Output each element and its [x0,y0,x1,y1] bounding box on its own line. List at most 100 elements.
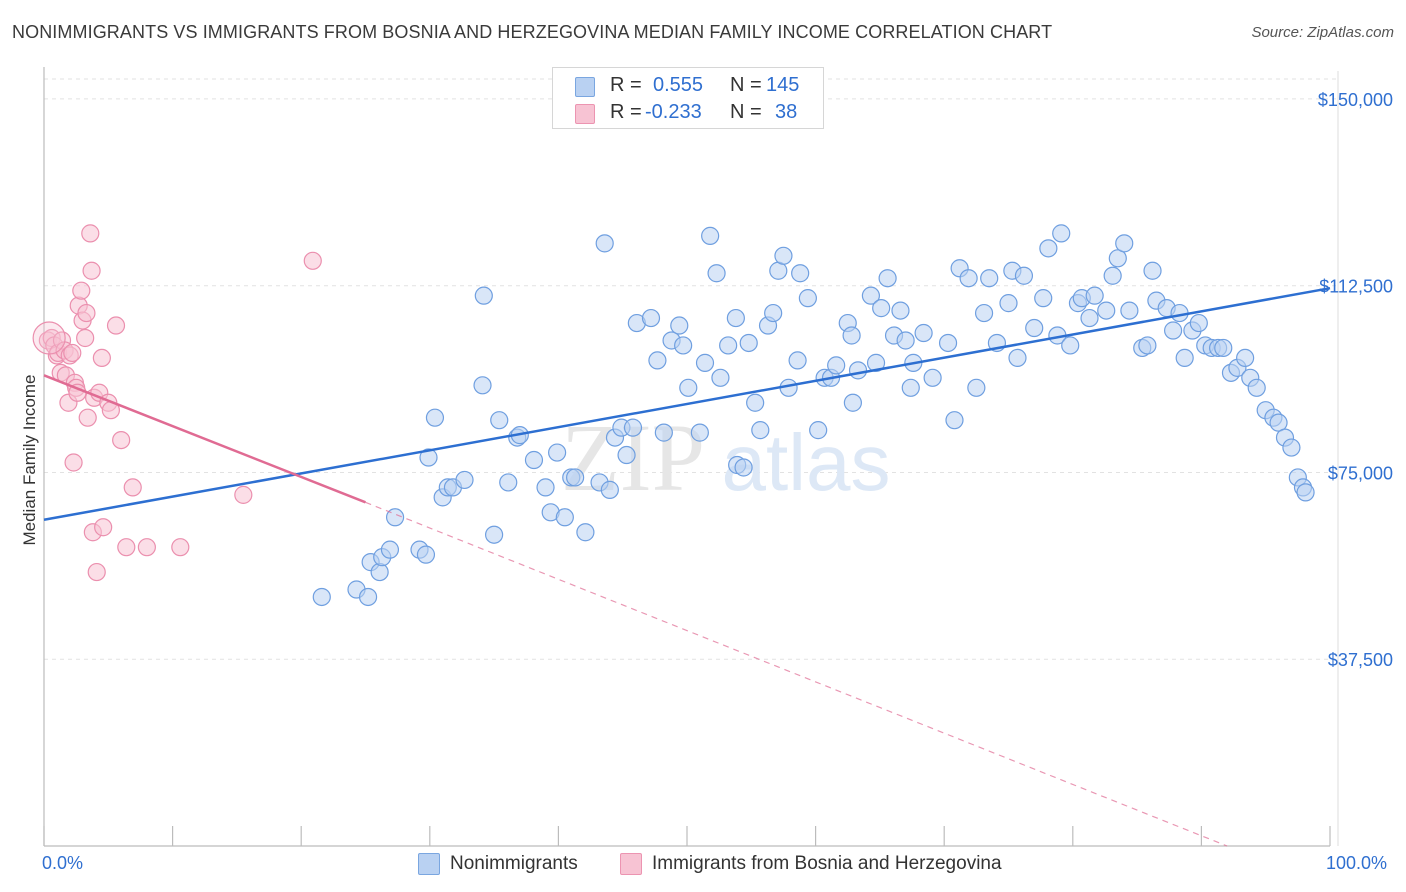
nonimmigrant-point [1138,336,1157,355]
nonimmigrant-point [842,326,861,345]
r-label: R = [610,74,642,96]
nonimmigrant-point [726,308,745,328]
nonimmigrant-point [623,418,643,437]
nonimmigrant-point [746,393,765,412]
immigrant-point [112,430,131,450]
nonimmigrant-point [416,545,436,564]
nonimmigrant-point [690,423,709,442]
immigrant-point [72,281,91,300]
nonimmigrant-point [1103,266,1122,285]
immigrant-point [81,224,100,243]
x-tick-label-min: 0.0% [42,853,84,873]
immigrant-point [78,408,97,427]
immigrant-point [92,348,111,368]
nonimmigrant-point [878,269,897,288]
nonimmigrant-point [1025,318,1044,338]
blue-swatch-icon [575,77,595,97]
legend-row-nonimmigrants: R = 0.555 N = 145 [553,74,823,100]
nonimmigrant-point [1120,301,1139,320]
n-value: 38 [775,101,798,123]
nonimmigrant-point [485,525,504,544]
immigrant-point [94,518,113,537]
immigrant-point [87,562,106,582]
legend-row-immigrants: R = -0.233 N = 38 [553,101,823,127]
nonimmigrant-point [490,411,509,430]
nonimmigrant-trend-line [43,286,1331,522]
nonimmigrant-point [848,361,868,380]
immigrant-point [171,538,190,557]
nonimmigrant-point [1236,348,1255,368]
nonimmigrant-point [370,562,389,582]
blue-swatch-icon [418,853,440,875]
nonimmigrant-point [923,368,942,387]
nonimmigrant-point [1080,308,1099,328]
nonimmigrant-point [312,587,331,607]
nonimmigrant-point [455,470,474,490]
pink-swatch-icon [620,853,642,875]
y-tick-label: $75,000 [1328,463,1393,483]
nonimmigrant-point [358,587,378,607]
nonimmigrant-point [555,508,574,527]
nonimmigrant-point [774,246,793,265]
x-tick-label-max: 100.0% [1326,853,1388,873]
nonimmigrant-point [695,353,715,372]
nonimmigrant-point [739,333,758,353]
nonimmigrant-point [1108,249,1127,268]
legend-label-nonimmigrants: Nonimmigrants [450,853,578,874]
nonimmigrant-point [1282,438,1301,457]
nonimmigrant-point [380,540,400,559]
legend-label-immigrants: Immigrants from Bosnia and Herzegovina [652,853,1002,874]
immigrant-point [64,453,83,472]
nonimmigrant-point [617,445,636,465]
nonimmigrant-point [654,423,673,442]
nonimmigrant-point [843,393,862,412]
immigrant-point [82,261,101,280]
nonimmigrant-point [524,450,544,470]
nonimmigrant-point [901,378,920,397]
nonimmigrant-point [980,269,999,288]
nonimmigrant-point [474,286,493,305]
nonimmigrant-point [473,376,492,395]
immigrant-point [76,328,95,348]
nonimmigrant-point [872,299,891,318]
nonimmigrant-point [670,316,689,335]
nonimmigrant-point [791,264,810,283]
nonimmigrant-point [1214,338,1233,358]
y-tick-label: $112,500 [1319,277,1393,297]
nonimmigrant-point [891,301,910,320]
nonimmigrant-point [566,468,585,487]
y-tick-label: $37,500 [1328,650,1393,670]
nonimmigrant-point [548,443,567,462]
correlation-legend: R = 0.555 N = 145 R = -0.233 N = 38 [552,67,824,129]
immigrant-point [234,485,253,504]
nonimmigrant-point [576,523,595,542]
nonimmigrant-point [679,378,698,397]
immigrant-point [303,251,322,270]
nonimmigrant-point [914,323,933,343]
nonimmigrant-point [536,478,555,497]
immigrant-point [123,478,142,497]
nonimmigrant-point [1061,336,1080,355]
nonimmigrant-point [1115,234,1134,253]
nonimmigrant-point [1034,289,1053,308]
immigrant-point [137,538,156,557]
chart-title: NONIMMIGRANTS VS IMMIGRANTS FROM BOSNIA … [12,22,1053,42]
n-value: 145 [766,74,800,96]
nonimmigrant-point [967,378,986,397]
nonimmigrant-point [896,331,915,350]
pink-swatch-icon [575,104,595,124]
nonimmigrant-point [827,356,846,375]
immigrant-point [117,538,136,557]
nonimmigrant-point [1189,313,1208,333]
immigrant-point [77,303,96,323]
r-value: 0.555 [653,74,704,96]
immigrant-point [106,316,126,335]
nonimmigrant-point [707,264,726,283]
nonimmigrant-point [1014,266,1034,285]
source-credit: Source: ZipAtlas.com [1251,24,1394,41]
nonimmigrant-point [764,303,783,323]
series-legend: Nonimmigrants Immigrants from Bosnia and… [0,851,1406,879]
nonimmigrant-point [1247,378,1266,397]
nonimmigrant-point [861,286,880,305]
